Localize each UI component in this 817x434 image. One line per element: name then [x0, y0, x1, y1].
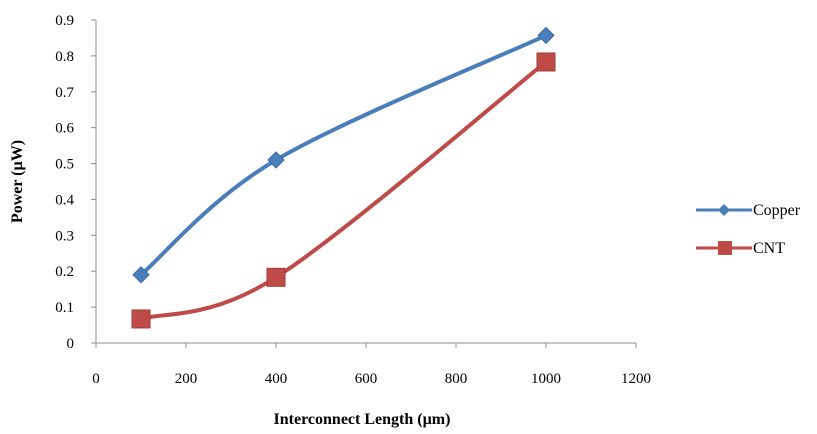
series-layer: [131, 26, 556, 329]
series-cnt: [131, 52, 556, 329]
y-tick-label: 0.5: [55, 157, 74, 173]
legend-label: Copper: [753, 202, 801, 219]
legend-marker: [718, 241, 732, 255]
y-tick-label: 0.8: [55, 49, 74, 65]
y-tick-label: 0: [67, 336, 75, 352]
y-tick-label: 0.1: [55, 300, 74, 316]
legend-marker: [718, 204, 730, 216]
y-axis-ticks: 0 0.1 0.2 0.3 0.4 0.5 0.6 0.7 0.8 0.9: [55, 13, 96, 352]
series-line-cnt: [139, 59, 548, 321]
y-tick-label: 0.6: [55, 121, 74, 137]
x-tick-label: 0: [92, 371, 100, 387]
x-tick-label: 600: [355, 371, 378, 387]
legend-item-cnt: CNT: [696, 240, 785, 257]
legend-label: CNT: [753, 240, 785, 257]
x-tick-label: 800: [445, 371, 468, 387]
data-point-copper: [267, 151, 285, 169]
y-tick-label: 0.9: [55, 13, 74, 29]
legend: Copper CNT: [696, 202, 801, 257]
x-tick-label: 1000: [531, 371, 561, 387]
data-point-cnt: [266, 267, 286, 287]
x-tick-label: 400: [265, 371, 288, 387]
series-copper: [132, 26, 555, 284]
data-point-cnt: [131, 309, 151, 329]
x-axis-title: Interconnect Length (µm): [274, 411, 451, 428]
y-axis-title: Power (µW): [9, 140, 26, 223]
x-tick-label: 200: [175, 371, 198, 387]
y-tick-label: 0.4: [55, 192, 74, 208]
y-tick-label: 0.7: [55, 85, 74, 101]
x-axis-ticks: 0 200 400 600 800 1000 1200: [92, 343, 651, 387]
series-line-copper: [139, 33, 548, 277]
data-point-copper: [132, 266, 150, 284]
legend-item-copper: Copper: [696, 202, 801, 219]
data-point-cnt: [536, 52, 556, 72]
data-point-copper: [537, 26, 555, 45]
x-tick-label: 1200: [621, 371, 651, 387]
y-tick-label: 0.2: [55, 264, 74, 280]
y-tick-label: 0.3: [55, 228, 74, 244]
